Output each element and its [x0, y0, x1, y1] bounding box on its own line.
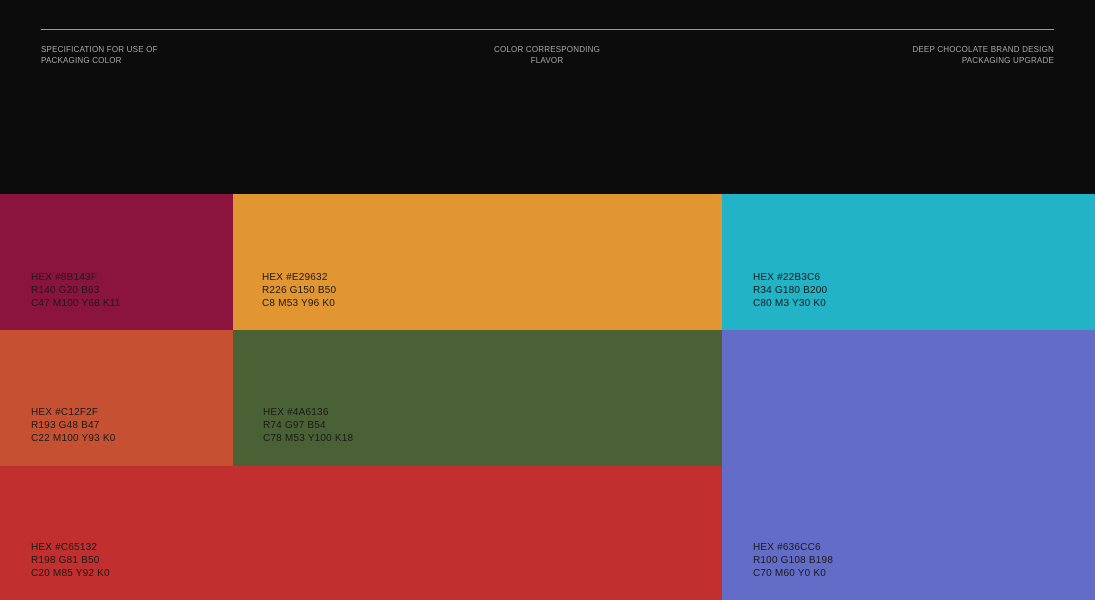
- header-left-line1: SPECIFICATION FOR USE OF: [41, 45, 158, 54]
- swatch-cmyk-value: C78 M53 Y100 K18: [263, 433, 354, 444]
- swatch-rgb-value: R140 G20 B63: [31, 285, 100, 296]
- color-swatch-maroon: [0, 194, 233, 330]
- swatch-cmyk-value: C70 M60 Y0 K0: [753, 568, 827, 579]
- header-rule: [41, 29, 1054, 30]
- swatch-hex-value: HEX #22B3C6: [753, 272, 821, 283]
- color-swatch-cyan: [722, 194, 1095, 330]
- color-swatch-orange: [233, 194, 722, 330]
- swatch-cmyk-value: C8 M53 Y96 K0: [262, 298, 336, 309]
- swatch-hex-value: HEX #E29632: [262, 272, 328, 283]
- color-swatch-green: [233, 330, 722, 466]
- swatch-hex-value: HEX #8B143F: [31, 272, 98, 283]
- swatch-hex-value: HEX #C12F2F: [31, 407, 99, 418]
- color-swatch-red: [0, 466, 722, 600]
- swatch-cmyk-value: C80 M3 Y30 K0: [753, 298, 827, 309]
- swatch-label-cyan: HEX #22B3C6 R34 G180 B200 C80 M3 Y30 K0: [753, 271, 827, 310]
- color-swatch-orange-red: [0, 330, 233, 466]
- swatch-label-orange: HEX #E29632 R226 G150 B50 C8 M53 Y96 K0: [262, 271, 336, 310]
- header-center-line1: COLOR CORRESPONDING: [493, 45, 601, 54]
- swatch-cmyk-value: C22 M100 Y93 K0: [31, 433, 116, 444]
- header-right-line2: PACKAGING UPGRADE: [961, 56, 1054, 65]
- header-right: DEEP CHOCOLATE BRAND DESIGN PACKAGING UP…: [912, 44, 1054, 66]
- swatch-label-maroon: HEX #8B143F R140 G20 B63 C47 M100 Y68 K1…: [31, 271, 121, 310]
- swatch-rgb-value: R226 G150 B50: [262, 285, 337, 296]
- color-swatch-purple: [722, 330, 1095, 600]
- swatch-rgb-value: R198 G81 B50: [31, 555, 100, 566]
- swatch-hex-value: HEX #4A6136: [263, 407, 329, 418]
- swatch-hex-value: HEX #C65132: [31, 542, 98, 553]
- swatch-rgb-value: R74 G97 B54: [263, 420, 326, 431]
- header-left: SPECIFICATION FOR USE OF PACKAGING COLOR: [41, 44, 158, 66]
- swatch-label-orange-red: HEX #C12F2F R193 G48 B47 C22 M100 Y93 K0: [31, 406, 116, 445]
- header-center-line2: FLAVOR: [530, 56, 564, 65]
- swatch-rgb-value: R100 G108 B198: [753, 555, 834, 566]
- swatch-label-green: HEX #4A6136 R74 G97 B54 C78 M53 Y100 K18: [263, 406, 353, 445]
- swatch-label-red: HEX #C65132 R198 G81 B50 C20 M85 Y92 K0: [31, 541, 110, 580]
- swatch-cmyk-value: C20 M85 Y92 K0: [31, 568, 110, 579]
- header-left-line2: PACKAGING COLOR: [41, 56, 122, 65]
- swatch-cmyk-value: C47 M100 Y68 K11: [31, 298, 121, 309]
- swatch-label-purple: HEX #636CC6 R100 G108 B198 C70 M60 Y0 K0: [753, 541, 833, 580]
- swatch-rgb-value: R34 G180 B200: [753, 285, 828, 296]
- swatch-hex-value: HEX #636CC6: [753, 542, 821, 553]
- header-right-line1: DEEP CHOCOLATE BRAND DESIGN: [912, 45, 1054, 54]
- swatch-rgb-value: R193 G48 B47: [31, 420, 100, 431]
- header-center: COLOR CORRESPONDING FLAVOR: [447, 44, 647, 66]
